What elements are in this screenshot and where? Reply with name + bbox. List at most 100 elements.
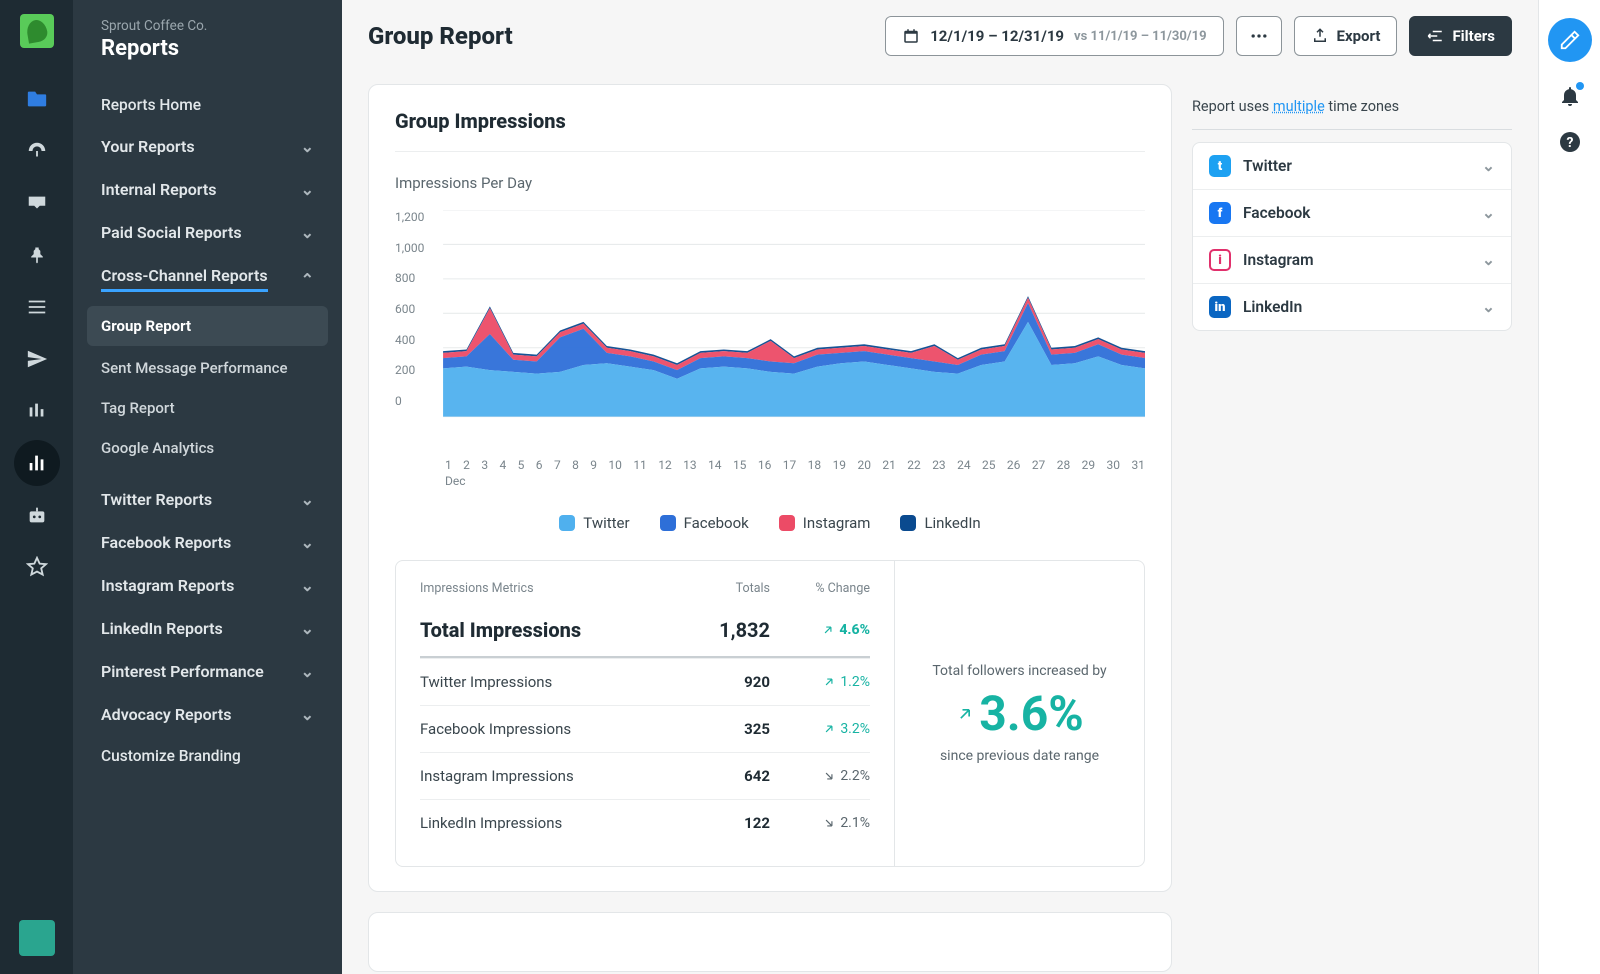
sidebar-item-home[interactable]: Reports Home xyxy=(73,85,342,125)
sidebar-item-pinterest[interactable]: Pinterest Performance⌄ xyxy=(73,650,342,693)
page-title: Group Report xyxy=(368,22,513,50)
arrow-up-icon xyxy=(955,704,975,724)
rail-analytics-icon[interactable] xyxy=(14,388,60,434)
sidebar-item-paid-social[interactable]: Paid Social Reports⌄ xyxy=(73,211,342,254)
sidebar-sub-google-analytics[interactable]: Google Analytics xyxy=(87,428,328,468)
x-axis: 1234567891011121314151617181920212223242… xyxy=(395,458,1145,472)
sidebar-item-instagram-reports[interactable]: Instagram Reports⌄ xyxy=(73,564,342,607)
date-range-label: 12/1/19 – 12/31/19 xyxy=(930,27,1064,45)
rail-inbox-icon[interactable] xyxy=(14,180,60,226)
main: Group Report 12/1/19 – 12/31/19 vs 11/1/… xyxy=(342,0,1538,974)
legend-swatch xyxy=(660,515,676,531)
timezone-note: Report uses multiple time zones xyxy=(1192,84,1512,130)
sidebar-item-cross-channel[interactable]: Cross-Channel Reports⌃ xyxy=(73,254,342,304)
icon-rail xyxy=(0,0,73,974)
sprout-logo[interactable] xyxy=(20,14,54,48)
dots-icon xyxy=(1249,26,1269,46)
chevron-down-icon: ⌄ xyxy=(1482,298,1495,316)
summary-line1: Total followers increased by xyxy=(932,663,1106,679)
legend-item-twitter[interactable]: Twitter xyxy=(559,514,629,532)
chevron-down-icon: ⌄ xyxy=(301,619,314,638)
sidebar-item-your-reports[interactable]: Your Reports⌄ xyxy=(73,125,342,168)
chevron-down-icon: ⌄ xyxy=(301,137,314,156)
network-item-instagram[interactable]: i Instagram ⌄ xyxy=(1193,237,1511,284)
chevron-up-icon: ⌃ xyxy=(301,270,314,289)
sidebar-sub-tag-report[interactable]: Tag Report xyxy=(87,388,328,428)
legend-item-linkedin[interactable]: LinkedIn xyxy=(900,514,980,532)
chevron-down-icon: ⌄ xyxy=(301,533,314,552)
rail-send-icon[interactable] xyxy=(14,336,60,382)
rail-reports-icon[interactable] xyxy=(14,440,60,486)
right-column: Report uses multiple time zones t Twitte… xyxy=(1192,72,1512,948)
calendar-icon xyxy=(902,27,920,45)
table-row: Twitter Impressions 920 1.2% xyxy=(420,658,870,705)
rail-pin-icon[interactable] xyxy=(14,232,60,278)
legend-swatch xyxy=(779,515,795,531)
sidebar-item-linkedin-reports[interactable]: LinkedIn Reports⌄ xyxy=(73,607,342,650)
sidebar-item-advocacy[interactable]: Advocacy Reports⌄ xyxy=(73,693,342,736)
card-title: Group Impressions xyxy=(395,109,1145,152)
area-chart-svg xyxy=(395,210,1145,450)
sidebar-item-twitter-reports[interactable]: Twitter Reports⌄ xyxy=(73,478,342,521)
legend-item-instagram[interactable]: Instagram xyxy=(779,514,871,532)
network-item-twitter[interactable]: t Twitter ⌄ xyxy=(1193,143,1511,190)
compose-icon xyxy=(1559,29,1581,51)
notifications-button[interactable] xyxy=(1558,84,1582,108)
org-name: Sprout Coffee Co. xyxy=(73,18,342,36)
group-impressions-card: Group Impressions Impressions Per Day 1,… xyxy=(368,84,1172,892)
left-column: Group Impressions Impressions Per Day 1,… xyxy=(368,72,1172,948)
topbar-controls: 12/1/19 – 12/31/19 vs 11/1/19 – 11/30/19… xyxy=(885,16,1512,56)
timezone-link[interactable]: multiple xyxy=(1273,98,1325,115)
facebook-icon: f xyxy=(1209,202,1231,224)
sidebar-sub-group-report[interactable]: Group Report xyxy=(87,306,328,346)
legend-swatch xyxy=(900,515,916,531)
sidebar-item-facebook-reports[interactable]: Facebook Reports⌄ xyxy=(73,521,342,564)
export-icon xyxy=(1311,27,1329,45)
chevron-down-icon: ⌄ xyxy=(301,705,314,724)
filters-button[interactable]: Filters xyxy=(1409,16,1512,56)
notification-dot xyxy=(1576,82,1584,90)
sidebar: Sprout Coffee Co. Reports Reports Home Y… xyxy=(73,0,342,974)
rail-bot-icon[interactable] xyxy=(14,492,60,538)
chevron-down-icon: ⌄ xyxy=(301,490,314,509)
table-row: Facebook Impressions 325 3.2% xyxy=(420,705,870,752)
date-range-picker[interactable]: 12/1/19 – 12/31/19 vs 11/1/19 – 11/30/19 xyxy=(885,16,1223,56)
rail-dashboard-icon[interactable] xyxy=(14,128,60,174)
sidebar-sub-sent-message[interactable]: Sent Message Performance xyxy=(87,348,328,388)
table-row: Total Impressions 1,832 4.6% xyxy=(420,608,870,658)
compare-label: vs 11/1/19 – 11/30/19 xyxy=(1074,29,1207,44)
network-item-linkedin[interactable]: in LinkedIn ⌄ xyxy=(1193,284,1511,330)
next-card-placeholder xyxy=(368,912,1172,972)
topbar: Group Report 12/1/19 – 12/31/19 vs 11/1/… xyxy=(342,0,1538,72)
content: Group Impressions Impressions Per Day 1,… xyxy=(342,72,1538,974)
svg-text:?: ? xyxy=(1566,135,1573,151)
metrics-box: Impressions Metrics Totals % Change Tota… xyxy=(395,560,1145,867)
network-item-facebook[interactable]: f Facebook ⌄ xyxy=(1193,190,1511,237)
impressions-chart: 1,2001,0008006004002000 1234567891011121… xyxy=(395,210,1145,488)
sidebar-item-customize-branding[interactable]: Customize Branding xyxy=(73,736,342,776)
rail-star-icon[interactable] xyxy=(14,544,60,590)
help-button[interactable]: ? xyxy=(1558,130,1582,154)
chevron-down-icon: ⌄ xyxy=(301,180,314,199)
chevron-down-icon: ⌄ xyxy=(301,662,314,681)
help-icon: ? xyxy=(1558,130,1582,154)
export-button[interactable]: Export xyxy=(1294,16,1398,56)
more-button[interactable] xyxy=(1236,16,1282,56)
sidebar-item-internal-reports[interactable]: Internal Reports⌄ xyxy=(73,168,342,211)
user-avatar[interactable] xyxy=(19,920,55,956)
chart-sublabel: Impressions Per Day xyxy=(395,174,1145,192)
x-axis-month: Dec xyxy=(395,474,1145,488)
legend-item-facebook[interactable]: Facebook xyxy=(660,514,749,532)
chevron-down-icon: ⌄ xyxy=(301,223,314,242)
filters-icon xyxy=(1426,27,1444,45)
compose-button[interactable] xyxy=(1548,18,1592,62)
summary-big: 3.6% xyxy=(955,685,1083,742)
y-axis: 1,2001,0008006004002000 xyxy=(395,210,439,408)
chevron-down-icon: ⌄ xyxy=(1482,251,1495,269)
rail-folder-icon[interactable] xyxy=(14,76,60,122)
table-header: Impressions Metrics Totals % Change xyxy=(420,581,870,608)
rail-list-icon[interactable] xyxy=(14,284,60,330)
twitter-icon: t xyxy=(1209,155,1231,177)
chevron-down-icon: ⌄ xyxy=(301,576,314,595)
summary-box: Total followers increased by 3.6% since … xyxy=(894,561,1144,866)
